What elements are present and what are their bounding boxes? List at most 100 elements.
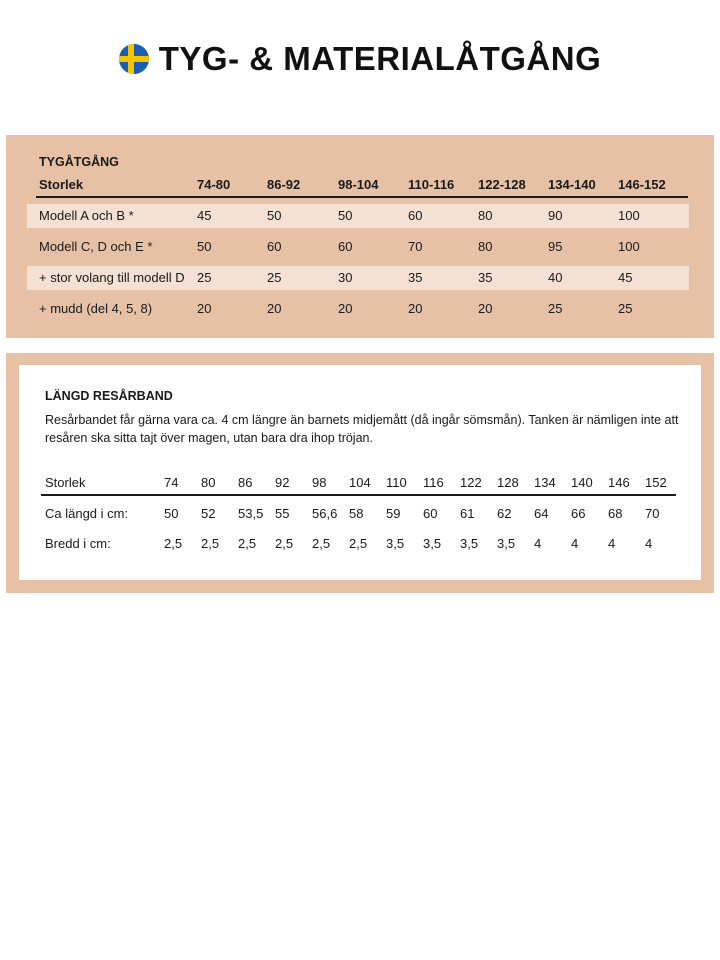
table-cell: 3,5 (423, 536, 442, 551)
page-title: TYG- & MATERIALÅTGÅNG (0, 40, 720, 78)
table-cell: 35 (408, 270, 423, 285)
table-cell: 55 (275, 506, 290, 521)
table-cell: 2,5 (275, 536, 294, 551)
table-cell: 50 (164, 506, 179, 521)
row-label: Ca längd i cm: (45, 506, 129, 521)
table-cell: 53,5 (238, 506, 264, 521)
table-cell: 25 (618, 301, 633, 316)
table-cell: 92 (275, 475, 290, 490)
elastic-description-line1: Resårbandet får gärna vara ca. 4 cm läng… (45, 413, 679, 427)
row-label: Storlek (39, 177, 84, 192)
table-cell: 2,5 (312, 536, 331, 551)
table-cell: 3,5 (460, 536, 479, 551)
table-row: Bredd i cm: 2,5 2,5 2,5 2,5 2,5 2,5 3,5 3,5 3,5 3,… (39, 532, 679, 556)
table-cell: 146 (608, 475, 630, 490)
table-cell: 2,5 (201, 536, 220, 551)
table-cell: 70 (645, 506, 660, 521)
table-cell: 122-128 (478, 177, 526, 192)
table-cell: 60 (408, 208, 423, 223)
row-label: + mudd (del 4, 5, 8) (39, 301, 153, 316)
table-cell: 128 (497, 475, 519, 490)
table-cell: 86-92 (267, 177, 301, 192)
fabric-panel: TYGÅTGÅNG Storlek 74-80 86-92 98-104 110-116… (6, 135, 714, 338)
table-cell: 74 (164, 475, 179, 490)
table-row: Ca längd i cm: 50 52 53,5 55 56,6 58 59 60 61 62 64… (39, 502, 679, 526)
table-cell: 20 (267, 301, 282, 316)
table-cell: 98-104 (338, 177, 379, 192)
table-cell: 50 (267, 208, 282, 223)
elastic-header-row: Storlek 74 80 86 92 98 104 110 116 122 128 134 140 14… (39, 471, 679, 495)
row-label: Bredd i cm: (45, 536, 111, 551)
fabric-header-row: Storlek 74-80 86-92 98-104 110-116 122-128 134… (27, 173, 689, 197)
table-cell: 25 (267, 270, 282, 285)
table-cell: 20 (338, 301, 353, 316)
table-cell: 116 (423, 475, 444, 490)
table-cell: 80 (201, 475, 216, 490)
table-cell: 52 (201, 506, 216, 521)
table-cell: 2,5 (238, 536, 257, 551)
table-cell: 152 (645, 475, 667, 490)
elastic-description: Resårbandet får gärna vara ca. 4 cm läng… (45, 411, 678, 447)
table-cell: 56,6 (312, 506, 338, 521)
table-cell: 59 (386, 506, 401, 521)
elastic-card: LÄNGD RESÅRBAND Resårbandet får gärna va… (19, 365, 701, 580)
table-cell: 40 (548, 270, 563, 285)
elastic-description-line2: resåren ska sitta tajt över magen, utan … (45, 431, 373, 445)
swedish-flag-icon (118, 44, 149, 74)
table-cell: 4 (571, 536, 579, 551)
table-cell: 86 (238, 475, 253, 490)
table-cell: 20 (478, 301, 493, 316)
table-cell: 35 (478, 270, 493, 285)
table-cell: 134-140 (548, 177, 596, 192)
table-cell: 61 (460, 506, 475, 521)
fabric-heading: TYGÅTGÅNG (39, 155, 119, 169)
table-cell: 50 (197, 239, 212, 254)
table-cell: 122 (460, 475, 482, 490)
table-row: + stor volang till modell D 25 25 30 35 35 40 4… (27, 266, 689, 290)
table-cell: 62 (497, 506, 512, 521)
table-cell: 58 (349, 506, 364, 521)
table-cell: 66 (571, 506, 586, 521)
row-label: + stor volang till modell D (39, 270, 185, 285)
table-cell: 100 (618, 239, 640, 254)
table-cell: 4 (608, 536, 616, 551)
table-cell: 45 (618, 270, 633, 285)
table-cell: 80 (478, 208, 493, 223)
table-cell: 80 (478, 239, 493, 254)
table-cell: 98 (312, 475, 327, 490)
table-cell: 2,5 (164, 536, 183, 551)
table-cell: 100 (618, 208, 640, 223)
elastic-panel: LÄNGD RESÅRBAND Resårbandet får gärna va… (6, 353, 714, 593)
table-cell: 20 (197, 301, 212, 316)
table-row: Modell A och B * 45 50 50 60 80 90 100 (27, 204, 689, 228)
table-cell: 45 (197, 208, 212, 223)
table-cell: 110 (386, 475, 407, 490)
table-cell: 110-116 (408, 177, 455, 192)
table-cell: 60 (338, 239, 353, 254)
table-cell: 25 (197, 270, 212, 285)
table-cell: 134 (534, 475, 556, 490)
table-cell: 60 (423, 506, 438, 521)
table-cell: 4 (534, 536, 542, 551)
table-cell: 104 (349, 475, 371, 490)
table-cell: 60 (267, 239, 282, 254)
header-divider (41, 494, 676, 496)
table-cell: 30 (338, 270, 353, 285)
page-title-text: TYG- & MATERIALÅTGÅNG (158, 40, 602, 77)
table-cell: 74-80 (197, 177, 231, 192)
table-cell: 68 (608, 506, 623, 521)
table-cell: 3,5 (497, 536, 516, 551)
elastic-heading: LÄNGD RESÅRBAND (45, 389, 173, 403)
table-cell: 90 (548, 208, 563, 223)
table-cell: 4 (645, 536, 653, 551)
table-cell: 70 (408, 239, 423, 254)
table-cell: 140 (571, 475, 593, 490)
table-cell: 146-152 (618, 177, 666, 192)
row-label: Modell A och B * (39, 208, 134, 223)
header-divider (36, 196, 688, 198)
table-cell: 2,5 (349, 536, 368, 551)
table-row: + mudd (del 4, 5, 8) 20 20 20 20 20 25 25 (27, 297, 689, 321)
table-cell: 3,5 (386, 536, 405, 551)
table-cell: 20 (408, 301, 423, 316)
table-cell: 25 (548, 301, 563, 316)
